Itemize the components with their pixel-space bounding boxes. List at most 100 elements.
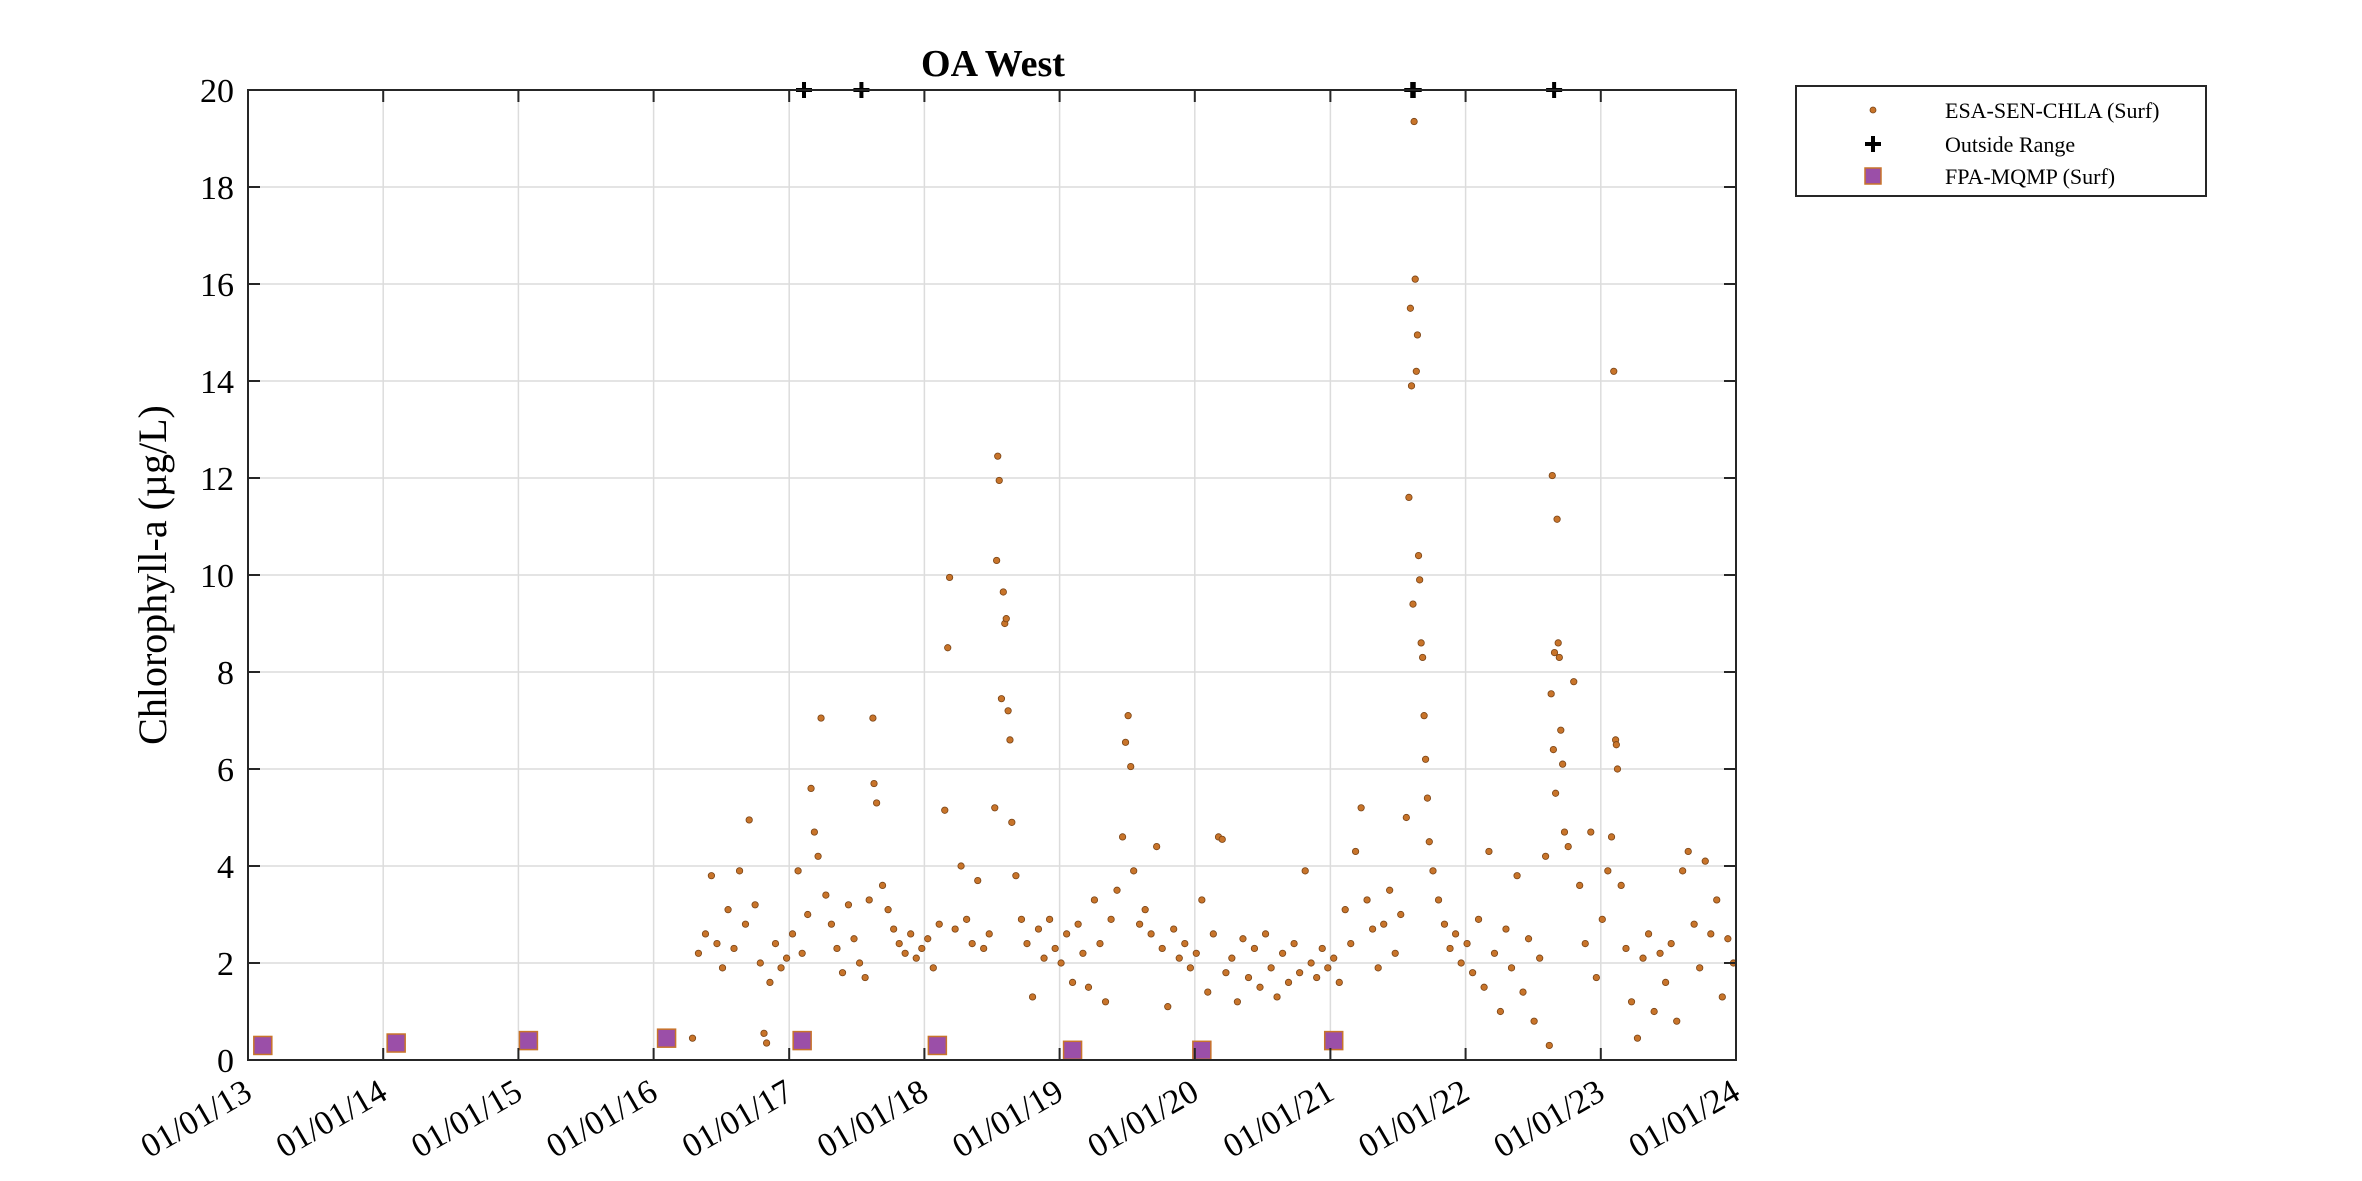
data-point-esa-sen-chla (1547, 690, 1555, 698)
data-point-esa-sen-chla (1267, 964, 1275, 972)
data-point-esa-sen-chla (1278, 949, 1287, 957)
data-point-esa-sen-chla (1530, 1017, 1538, 1025)
data-point-esa-sen-chla (1554, 639, 1562, 647)
y-tick-label: 18 (200, 170, 234, 207)
data-point-esa-sen-chla (827, 920, 836, 928)
data-point-fpa-mqmp (386, 1033, 406, 1053)
data-point-esa-sen-chla (1480, 983, 1488, 991)
data-point-esa-sen-chla (1656, 949, 1664, 957)
data-point-esa-sen-chla (771, 939, 780, 948)
y-axis-label: Chlorophyll-a (µg/L) (130, 405, 175, 745)
data-point-esa-sen-chla (1386, 886, 1394, 894)
data-point-esa-sen-chla (745, 816, 753, 824)
data-point-esa-sen-chla (1570, 678, 1578, 686)
data-point-esa-sen-chla (1130, 867, 1138, 875)
data-point-esa-sen-chla (1434, 896, 1443, 904)
data-point-esa-sen-chla (1407, 382, 1416, 390)
data-point-esa-sen-chla (1550, 648, 1559, 657)
data-point-esa-sen-chla (1124, 712, 1132, 720)
data-point-esa-sen-chla (1250, 944, 1259, 953)
y-tick-labels: 0 2 4 6 8 10 12 14 16 18 20 (200, 73, 234, 1080)
data-point-esa-sen-chla (890, 925, 898, 933)
data-point-esa-sen-chla (1181, 939, 1189, 948)
data-point-esa-sen-chla (810, 828, 818, 836)
data-point-esa-sen-chla (1469, 969, 1477, 977)
data-point-esa-sen-chla (1068, 978, 1077, 987)
data-point-esa-sen-chla (1701, 857, 1709, 865)
data-point-esa-sen-chla (1046, 915, 1054, 923)
data-point-esa-sen-chla (1301, 867, 1309, 875)
data-point-esa-sen-chla (1610, 367, 1618, 375)
data-point-esa-sen-chla (869, 714, 877, 722)
data-point-esa-sen-chla (1296, 969, 1304, 977)
x-tick-label: 01/01/21 (1217, 1073, 1340, 1165)
legend-label-outside-range: Outside Range (1945, 132, 2075, 157)
data-point-esa-sen-chla (1063, 930, 1071, 938)
data-point-esa-sen-chla (1440, 920, 1449, 928)
data-point-esa-sen-chla (1411, 275, 1419, 283)
data-point-esa-sen-chla (1598, 915, 1606, 923)
data-point-esa-sen-chla (1587, 828, 1595, 836)
data-point-fpa-mqmp (792, 1030, 812, 1051)
data-point-esa-sen-chla (1604, 867, 1612, 875)
x-tick-label: 01/01/22 (1352, 1073, 1475, 1165)
data-point-esa-sen-chla (1402, 813, 1410, 822)
data-point-esa-sen-chla (1192, 949, 1200, 957)
data-point-esa-sen-chla (1090, 896, 1099, 904)
data-point-esa-sen-chla (794, 867, 802, 875)
data-point-esa-sen-chla (895, 939, 903, 948)
data-point-esa-sen-chla (1414, 551, 1423, 560)
data-point-esa-sen-chla (873, 799, 881, 807)
data-point-esa-sen-chla (1559, 760, 1567, 768)
data-point-esa-sen-chla (1164, 1003, 1172, 1011)
data-point-esa-sen-chla (1118, 833, 1127, 841)
data-point-esa-sen-chla (1405, 493, 1413, 501)
data-point-esa-sen-chla (1622, 944, 1630, 953)
data-point-esa-sen-chla (985, 930, 993, 938)
data-point-esa-sen-chla (1008, 818, 1016, 826)
data-point-esa-sen-chla (718, 964, 727, 972)
data-point-esa-sen-chla (1557, 726, 1565, 734)
data-point-esa-sen-chla (1420, 712, 1428, 720)
data-point-esa-sen-chla (782, 954, 791, 962)
x-tick-label: 01/01/13 (135, 1073, 258, 1165)
data-point-esa-sen-chla (1536, 954, 1544, 962)
data-point-esa-sen-chla (707, 872, 716, 880)
data-point-esa-sen-chla (997, 695, 1006, 703)
legend: ESA-SEN-CHLA (Surf) Outside Range FPA-MQ… (1795, 85, 2207, 197)
data-point-esa-sen-chla (1474, 915, 1483, 923)
data-point-esa-sen-chla (1412, 367, 1420, 375)
data-point-esa-sen-chla (838, 969, 847, 977)
y-tick-label: 12 (200, 461, 234, 498)
data-point-esa-sen-chla (1416, 576, 1424, 584)
x-tick-label: 01/01/24 (1623, 1073, 1746, 1165)
legend-label-fpa-mqmp: FPA-MQMP (Surf) (1945, 164, 2115, 189)
data-point-esa-sen-chla (1079, 949, 1087, 957)
data-point-esa-sen-chla (1463, 939, 1471, 948)
data-point-esa-sen-chla (1273, 993, 1281, 1001)
data-point-esa-sen-chla (945, 573, 954, 582)
data-point-esa-sen-chla (865, 896, 873, 904)
data-point-esa-sen-chla (1406, 304, 1414, 312)
data-point-esa-sen-chla (1391, 949, 1399, 957)
data-point-esa-sen-chla (804, 910, 812, 919)
data-point-esa-sen-chla (1592, 973, 1600, 982)
data-point-esa-sen-chla (1096, 939, 1104, 948)
data-point-esa-sen-chla (1549, 745, 1557, 754)
data-point-esa-sen-chla (1553, 515, 1561, 523)
data-point-esa-sen-chla (994, 452, 1002, 460)
data-point-esa-sen-chla (1627, 998, 1636, 1006)
data-point-esa-sen-chla (1485, 847, 1493, 856)
x-tick-label: 01/01/19 (946, 1073, 1069, 1165)
data-point-esa-sen-chla (1650, 1007, 1658, 1016)
data-point-esa-sen-chla (999, 588, 1007, 596)
data-point-esa-sen-chla (1707, 930, 1715, 938)
data-point-esa-sen-chla (822, 891, 830, 899)
grid-lines (247, 89, 1737, 1061)
data-point-esa-sen-chla (1006, 736, 1014, 744)
y-tick-label: 2 (217, 946, 234, 983)
data-point-esa-sen-chla (1446, 944, 1454, 953)
data-point-esa-sen-chla (1209, 930, 1217, 938)
x-tick-label: 01/01/17 (676, 1073, 799, 1165)
